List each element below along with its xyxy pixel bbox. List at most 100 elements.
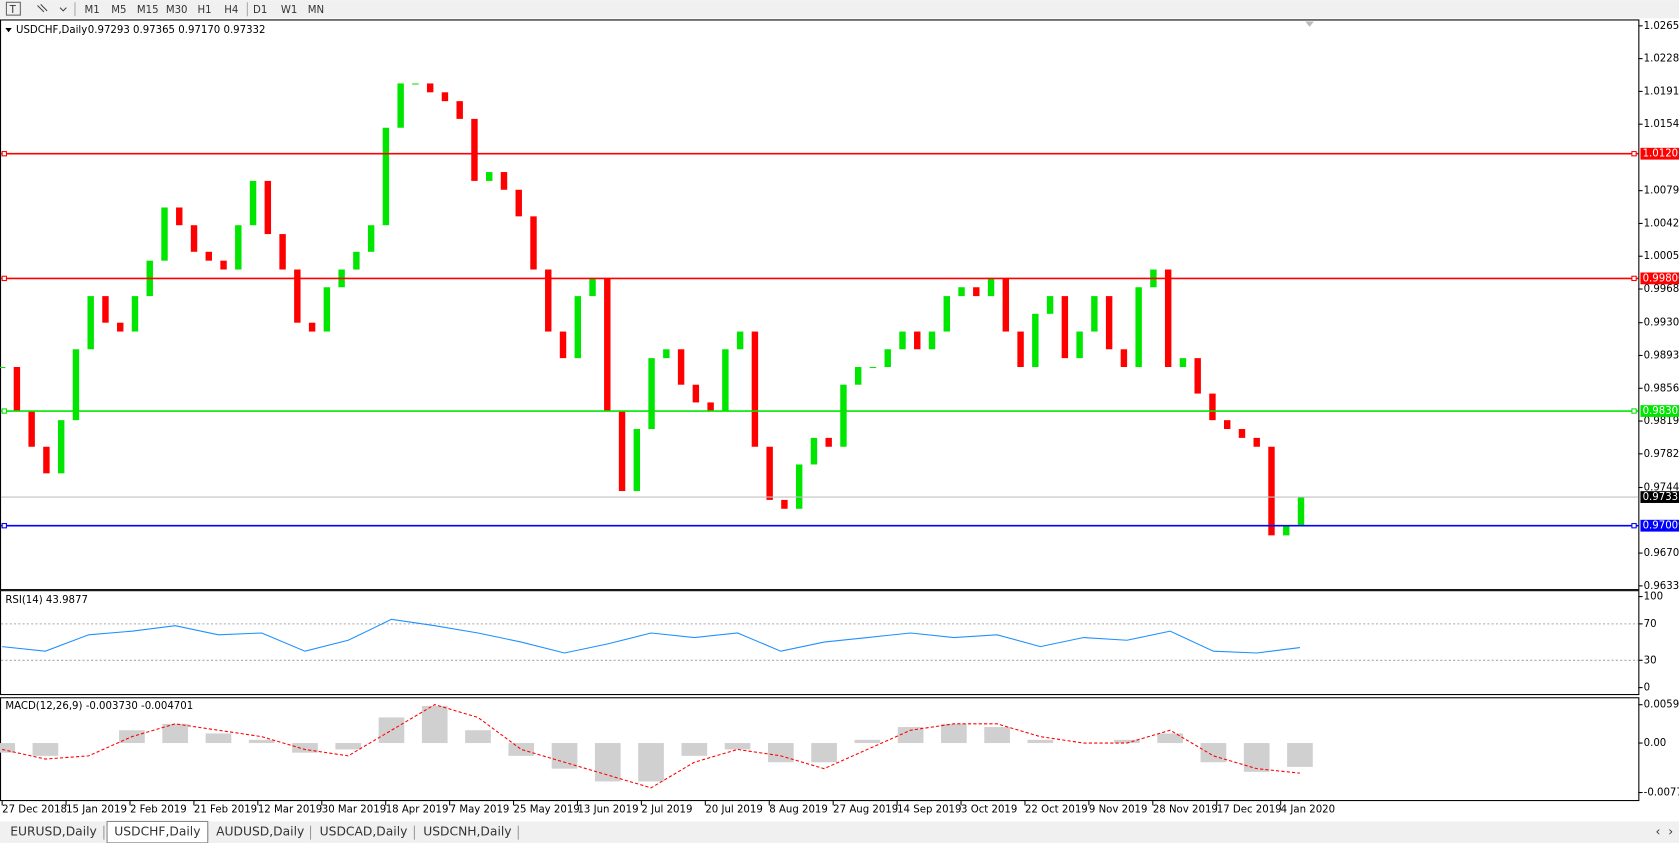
candle: [441, 92, 449, 102]
tab[interactable]: [3, 823, 104, 843]
candle: [1002, 278, 1010, 332]
current-price-label: 0.97332: [1643, 492, 1679, 503]
macd-histogram-bar: [594, 743, 621, 782]
price-label: 1.00420: [1644, 218, 1679, 229]
timeframe-button[interactable]: W1: [281, 5, 298, 16]
candle: [176, 207, 183, 226]
macd-histogram-bar: [292, 743, 318, 753]
objects-menu-icon[interactable]: [37, 4, 67, 13]
level-handle[interactable]: [1631, 275, 1637, 282]
rsi-frame: [0, 590, 1640, 696]
timeframe-button[interactable]: M5: [111, 5, 126, 16]
candle: [899, 331, 906, 350]
level-handle[interactable]: [1, 275, 7, 282]
main-frame: [0, 19, 1640, 591]
macd-histogram-bar: [0, 743, 15, 753]
scroll-left[interactable]: ‹: [1655, 825, 1660, 839]
candle: [1032, 313, 1039, 367]
macd-histogram-bar: [1200, 743, 1227, 763]
timeframe-button[interactable]: M1: [84, 5, 99, 16]
macd-histogram-bar: [248, 739, 275, 744]
scroll-right[interactable]: ›: [1668, 825, 1673, 839]
level-handle[interactable]: [1, 151, 7, 157]
candle: [855, 366, 862, 385]
level-label: 0.97009: [1643, 521, 1679, 532]
candle: [795, 464, 803, 509]
candle: [190, 225, 198, 252]
level-handle[interactable]: [1, 523, 7, 529]
tab[interactable]: [416, 823, 519, 843]
candle: [943, 296, 950, 332]
timeframe-button[interactable]: M15: [137, 5, 159, 16]
candle: [825, 437, 832, 447]
tab-label[interactable]: USDCHF,Daily: [114, 825, 200, 839]
candle: [1120, 349, 1128, 367]
candle: [604, 278, 611, 412]
macd-histogram-bar: [638, 743, 664, 782]
date-label: 17 Dec 2019: [1217, 805, 1282, 816]
main-chart: USDCHF,Daily 0.97293 0.97365 0.97170 0.9…: [0, 19, 1679, 592]
level-tag: [1640, 405, 1679, 417]
toolbar-bg: [0, 0, 1679, 19]
candle: [456, 101, 463, 119]
level-tag: [1640, 519, 1679, 532]
macd-histogram-bar: [1157, 733, 1184, 744]
tab-label[interactable]: USDCNH,Daily: [423, 825, 511, 839]
level-handle[interactable]: [1631, 408, 1637, 414]
candle: [117, 322, 124, 332]
rsi-tick-label: 100: [1644, 592, 1663, 603]
macd-histogram-bar: [897, 727, 924, 744]
level-handle[interactable]: [1631, 151, 1637, 157]
level-handle[interactable]: [1, 408, 7, 414]
candle: [840, 384, 847, 447]
tab[interactable]: [312, 823, 415, 843]
date-label: 12 Mar 2019: [258, 805, 322, 816]
tab-label[interactable]: AUDUSD,Daily: [216, 825, 304, 839]
candle: [663, 349, 670, 359]
date-label: 9 Nov 2019: [1089, 805, 1148, 816]
macd-histogram-bar: [681, 743, 708, 756]
header-arrow[interactable]: [5, 27, 12, 33]
candle: [869, 366, 877, 369]
rsi-panel: RSI(14) 43.9877 100 70 30 0: [0, 590, 1663, 696]
candle: [323, 287, 331, 332]
macd-histogram-bar: [508, 743, 535, 756]
candle: [1253, 437, 1260, 447]
tab-label[interactable]: EURUSD,Daily: [10, 825, 97, 839]
macd-histogram-bar: [162, 723, 189, 744]
candle: [1297, 497, 1305, 527]
text-tool-icon[interactable]: [5, 1, 21, 16]
timeframe-button[interactable]: H1: [197, 5, 211, 16]
current-price-tag: [1640, 491, 1679, 503]
macd-histogram-bar: [551, 743, 578, 769]
candle: [0, 366, 6, 369]
candle: [1046, 296, 1054, 314]
macd-histogram-bar: [32, 743, 59, 756]
timeframe-button[interactable]: H4: [224, 5, 238, 16]
candle: [1017, 331, 1024, 367]
candle: [618, 411, 626, 492]
tab-label[interactable]: USDCAD,Daily: [320, 825, 408, 839]
ohlc-header: 0.97293 0.97365 0.97170 0.97332: [88, 25, 266, 36]
date-label: 15 Jan 2019: [66, 805, 127, 816]
candle: [677, 349, 685, 385]
level-handle[interactable]: [1631, 523, 1637, 529]
toolbar: T M1 M5 M15 M30 H1 H4 D1 W1 MN: [0, 0, 1679, 19]
candle: [958, 287, 965, 297]
tab[interactable]: [209, 823, 311, 843]
date-label: 3 Oct 2019: [961, 805, 1017, 816]
timeframe-button[interactable]: M30: [166, 5, 188, 16]
candle: [102, 296, 109, 323]
candle: [1268, 446, 1275, 536]
timeframe-button[interactable]: D1: [253, 5, 267, 16]
timeframe-button[interactable]: MN: [308, 5, 324, 16]
candle: [707, 402, 714, 412]
level-tag: [1640, 147, 1679, 160]
